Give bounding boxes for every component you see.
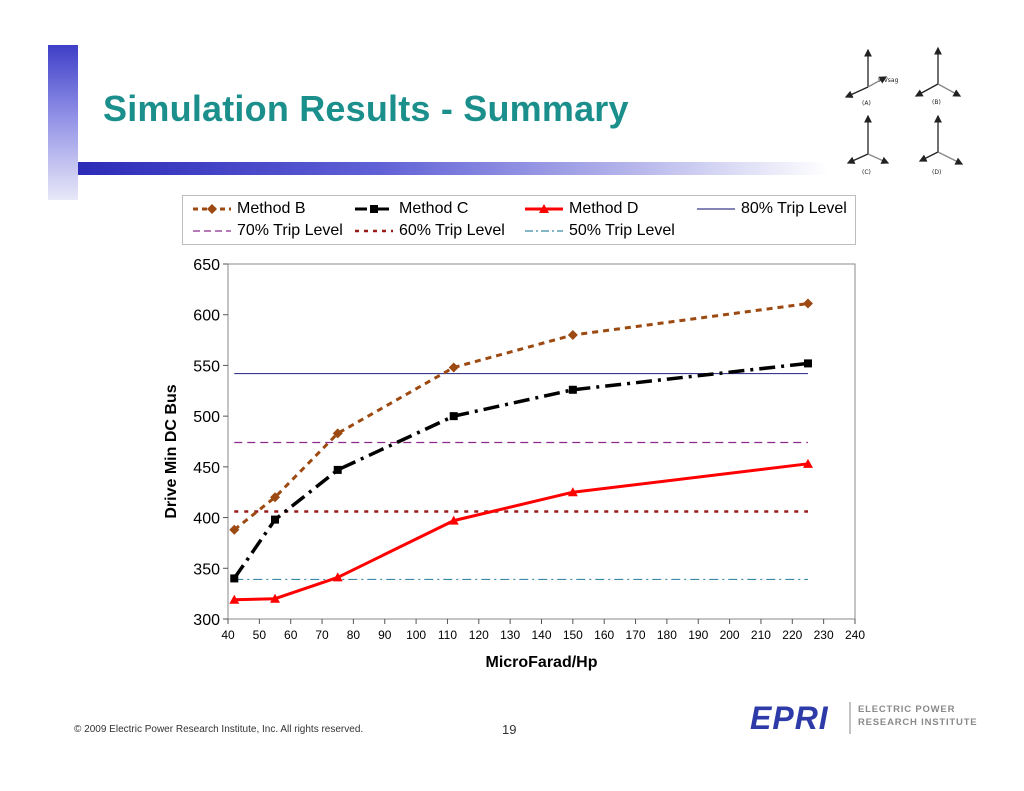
y-tick-label: 500 [193,409,220,426]
phasor-label-a: (A) [862,100,871,107]
phasor-d [918,114,964,165]
x-tick-label: 120 [469,628,489,642]
legend-label-method-b: Method B [237,200,306,217]
slide-title: Simulation Results - Summary [103,88,629,129]
y-tick-label: 350 [193,561,220,578]
data-point-method_b [229,524,240,535]
legend-label-method-d: Method D [569,200,639,217]
legend-item-trip-70: 70% Trip Level [191,221,343,241]
legend-label-trip-60: 60% Trip Level [399,222,505,239]
y-tick-label: 450 [193,460,220,477]
phasor-label-d: (D) [932,169,941,176]
x-tick-label: 40 [221,628,235,642]
data-point-method_b [332,428,343,439]
x-tick-label: 170 [626,628,646,642]
chart-legend: Method B Method C Method D 80% Trip Leve… [182,195,856,245]
phasor-annotation: %Vsag [878,77,899,84]
epri-logo-text: EPRI [750,700,829,736]
y-tick-label: 550 [193,358,220,375]
series-line-method_c [232,361,809,580]
epri-caption-line1: ELECTRIC POWER [858,704,956,715]
y-tick-label: 600 [193,308,220,325]
x-tick-label: 50 [253,628,267,642]
x-tick-label: 230 [814,628,834,642]
data-point-method_c [271,515,280,524]
page-number: 19 [502,722,517,737]
x-tick-label: 110 [438,628,457,642]
legend-label-method-c: Method C [399,200,469,217]
data-point-method_c [568,385,577,394]
data-point-method_d [332,572,343,582]
x-axis-title: MicroFarad/Hp [485,654,597,671]
data-point-method_b [567,330,578,340]
x-tick-label: 160 [594,628,614,642]
phasor-b [914,46,962,97]
data-point-method_d [229,594,240,604]
epri-caption-line2: RESEARCH INSTITUTE [858,717,978,728]
x-tick-label: 240 [845,628,865,642]
x-tick-label: 210 [751,628,771,642]
legend-item-trip-60: 60% Trip Level [353,221,505,241]
data-point-method_b [802,298,813,309]
copyright-text: © 2009 Electric Power Research Institute… [74,724,364,735]
x-tick-label: 130 [500,628,520,642]
x-tick-label: 90 [378,628,392,642]
x-tick-label: 220 [782,628,802,642]
phasor-diagrams: %Vsag (A) (B) (C) (D) [844,46,964,176]
y-tick-label: 650 [193,257,220,274]
accent-bar [48,45,78,200]
data-point-method_c [230,574,239,583]
y-tick-label: 300 [193,612,220,629]
legend-item-trip-50: 50% Trip Level [523,221,675,241]
phasor-c [846,114,890,164]
data-point-method_c [803,359,812,368]
x-tick-label: 150 [563,628,583,642]
data-point-method_c [333,465,342,474]
x-tick-label: 180 [657,628,677,642]
phasor-label-b: (B) [932,99,941,106]
data-point-method_b [448,362,459,373]
epri-logo: EPRI [750,700,851,736]
y-axis-title: Drive Min DC Bus [163,384,180,518]
title-rule [78,162,828,175]
phasor-label-c: (C) [862,169,871,176]
data-point-method_d [802,458,813,468]
data-point-method_d [567,487,578,497]
series-line-method_d [234,462,809,602]
data-point-method_d [448,515,459,525]
x-tick-label: 70 [315,628,329,642]
epri-caption: ELECTRIC POWER RESEARCH INSTITUTE [858,703,977,729]
x-tick-label: 140 [531,628,551,642]
legend-label-trip-80: 80% Trip Level [741,200,847,217]
y-tick-label: 400 [193,511,220,528]
legend-item-method-d: Method D [523,199,638,219]
x-tick-label: 190 [688,628,708,642]
legend-label-trip-50: 50% Trip Level [569,222,675,239]
x-tick-label: 60 [284,628,298,642]
legend-item-method-c: Method C [353,199,468,219]
plot-area [227,263,856,620]
x-tick-label: 200 [720,628,740,642]
data-point-method_d [270,593,281,603]
data-point-method_b [270,492,281,503]
phasor-a [844,48,888,98]
data-point-method_c [449,412,458,421]
x-tick-label: 100 [406,628,426,642]
legend-label-trip-70: 70% Trip Level [237,222,343,239]
legend-item-trip-80: 80% Trip Level [695,199,847,219]
legend-item-method-b: Method B [191,199,305,219]
x-tick-label: 80 [347,628,361,642]
